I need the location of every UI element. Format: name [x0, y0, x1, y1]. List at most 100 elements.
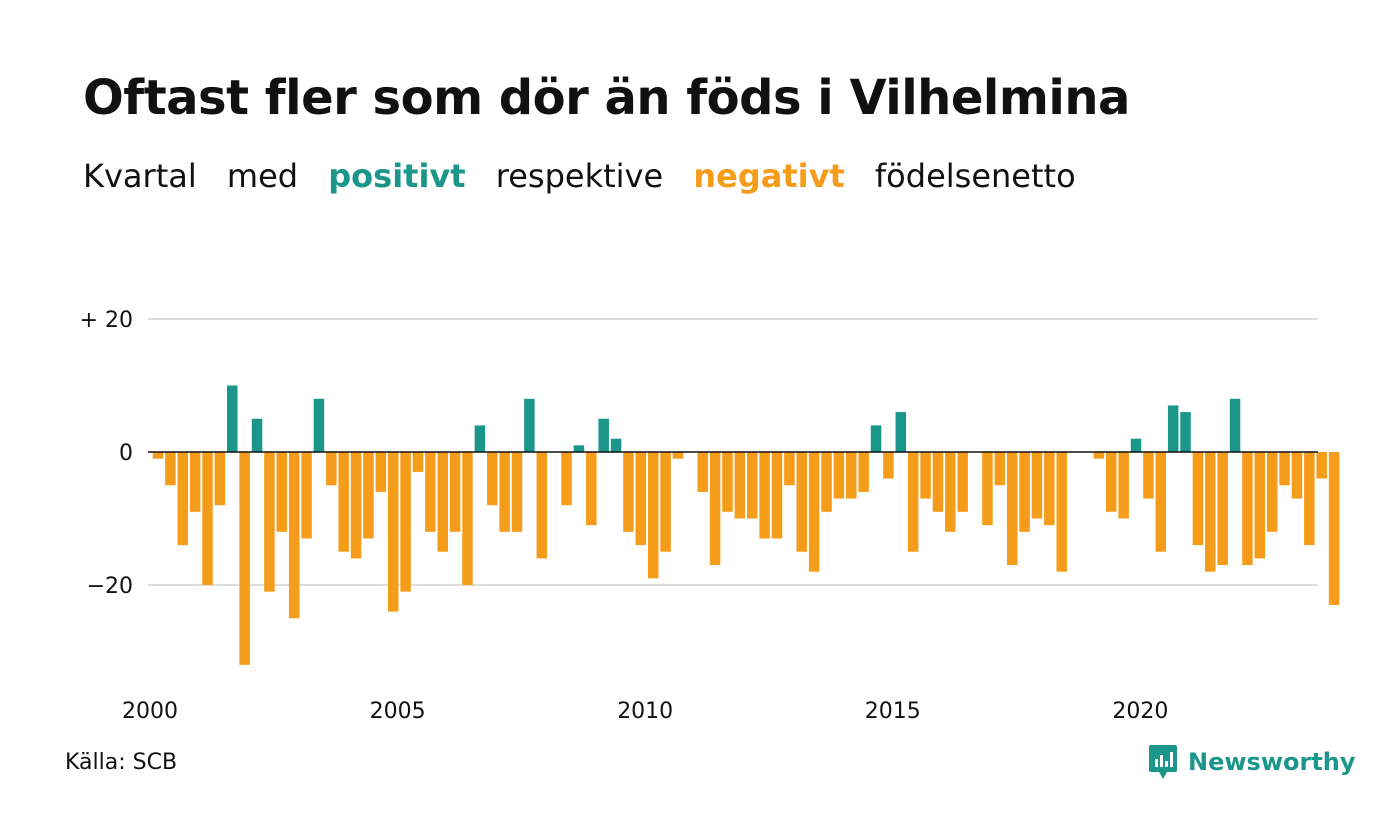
bar-q4 — [189, 452, 201, 512]
bar-q39 — [623, 452, 634, 532]
bar-q77 — [1093, 452, 1105, 459]
bar-q93 — [1291, 452, 1303, 499]
bar-q82 — [1155, 452, 1167, 552]
bar-q78 — [1106, 452, 1117, 512]
bar-q48 — [734, 452, 746, 519]
bar-q73 — [1044, 452, 1055, 526]
bar-q7 — [227, 385, 238, 452]
bar-q30 — [511, 452, 523, 532]
bar-q83 — [1167, 405, 1179, 452]
bar-q27 — [474, 425, 486, 452]
bar-q43 — [672, 452, 684, 459]
bar-q65 — [945, 452, 956, 532]
bar-q54 — [808, 452, 820, 572]
bar-q20 — [387, 452, 399, 612]
bar-q37 — [598, 418, 609, 452]
bar-q70 — [1006, 452, 1018, 566]
bar-q47 — [722, 452, 733, 512]
bar-q85 — [1192, 452, 1204, 546]
x-tick-label: 2020 — [1112, 699, 1168, 724]
source-note: Källa: SCB — [65, 750, 178, 775]
bar-q14 — [313, 398, 325, 452]
bar-q51 — [771, 452, 783, 539]
bar-q28 — [487, 452, 498, 506]
bar-q69 — [994, 452, 1006, 486]
bar-q87 — [1217, 452, 1228, 566]
bar-q11 — [276, 452, 288, 532]
newsworthy-logo-icon — [1149, 745, 1177, 779]
bar-q84 — [1180, 412, 1191, 452]
bar-q88 — [1229, 398, 1241, 452]
bar-q34 — [561, 452, 572, 506]
bar-q2 — [165, 452, 176, 486]
bar-q86 — [1205, 452, 1216, 572]
bar-q62 — [907, 452, 919, 552]
bar-q49 — [746, 452, 758, 519]
bar-q74 — [1056, 452, 1067, 572]
bar-q40 — [635, 452, 647, 546]
bar-q25 — [449, 452, 461, 532]
bar-q50 — [759, 452, 770, 539]
bar-q94 — [1304, 452, 1315, 546]
subtitle-part-2: med — [226, 157, 299, 195]
bar-q10 — [264, 452, 275, 592]
bar-q72 — [1031, 452, 1043, 519]
bar-q90 — [1254, 452, 1266, 559]
subtitle-part-3: respektive — [495, 157, 664, 195]
subtitle-part-4: födelsenetto — [874, 157, 1076, 195]
bar-q56 — [833, 452, 845, 499]
bar-q66 — [957, 452, 968, 512]
bar-q19 — [375, 452, 387, 492]
bar-q17 — [350, 452, 362, 559]
bar-q60 — [883, 452, 894, 479]
bar-q55 — [821, 452, 832, 512]
bar-q24 — [437, 452, 448, 552]
bar-q58 — [858, 452, 869, 492]
bar-q89 — [1242, 452, 1253, 566]
bar-q16 — [338, 452, 349, 552]
bar-q5 — [202, 452, 213, 585]
bar-q46 — [709, 452, 721, 566]
x-tick-label: 2000 — [122, 699, 178, 724]
bar-q45 — [697, 452, 708, 492]
bar-q38 — [610, 438, 622, 452]
bar-q68 — [982, 452, 993, 526]
chart-title: Oftast fler som dör än föds i Vilhelmina — [83, 70, 1130, 126]
bar-q63 — [920, 452, 931, 499]
bar-q36 — [586, 452, 597, 526]
bar-q92 — [1279, 452, 1290, 486]
x-tick-label: 2005 — [370, 699, 426, 724]
bar-q13 — [301, 452, 312, 539]
bar-q52 — [784, 452, 795, 486]
bar-q96 — [1328, 452, 1340, 605]
bar-q22 — [412, 452, 424, 472]
bar-q23 — [425, 452, 436, 532]
bar-q57 — [846, 452, 857, 499]
brand-logo: Newsworthy — [1148, 744, 1356, 780]
bar-q31 — [524, 398, 535, 452]
bar-q8 — [239, 452, 250, 665]
bar-q32 — [536, 452, 548, 559]
subtitle-part-1: Kvartal — [83, 157, 197, 195]
bar-q61 — [895, 412, 907, 452]
bar-q59 — [870, 425, 882, 452]
subtitle-negative-label: negativt — [693, 157, 845, 195]
bar-q80 — [1130, 438, 1142, 452]
bar-q71 — [1019, 452, 1030, 532]
bar-q9 — [251, 418, 263, 452]
bar-q6 — [214, 452, 226, 506]
brand-name: Newsworthy — [1188, 748, 1356, 776]
chart-subtitle: Kvartal med positivt respektive negativt… — [83, 157, 1096, 195]
bar-q26 — [462, 452, 473, 585]
bar-q91 — [1266, 452, 1278, 532]
bar-q1 — [152, 452, 164, 459]
bar-q64 — [932, 452, 944, 512]
y-tick-label: + 20 — [80, 308, 133, 333]
bar-q53 — [796, 452, 808, 552]
bar-q95 — [1316, 452, 1327, 479]
bar-q29 — [499, 452, 510, 532]
bar-q42 — [660, 452, 671, 552]
bar-q41 — [647, 452, 659, 579]
x-tick-label: 2015 — [865, 699, 921, 724]
bar-q21 — [400, 452, 411, 592]
